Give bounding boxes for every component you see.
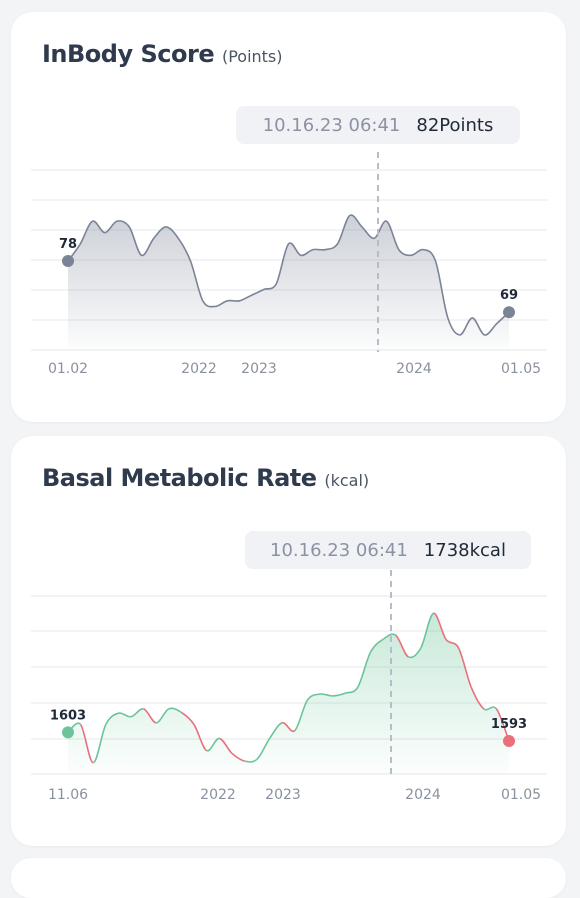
end-point bbox=[503, 735, 515, 748]
series-line-segment bbox=[155, 708, 170, 724]
series-line-segment bbox=[457, 647, 472, 688]
start-value-label: 1603 bbox=[50, 708, 86, 723]
x-tick-label: 11.06 bbox=[48, 787, 88, 803]
bmr-unit: (kcal) bbox=[324, 471, 370, 490]
series-line-segment bbox=[281, 721, 296, 733]
series-line-segment bbox=[294, 699, 309, 732]
series-line-segment bbox=[130, 708, 144, 718]
bmr-tooltip: 10.16.23 06:41 1738kcal bbox=[245, 531, 531, 569]
end-value-label: 69 bbox=[500, 288, 518, 303]
series-line-segment bbox=[344, 686, 359, 694]
series-area bbox=[68, 613, 509, 774]
start-value-label: 78 bbox=[59, 237, 77, 252]
series-line-segment bbox=[244, 758, 258, 763]
inbody-score-title: InBody Score (Points) bbox=[42, 40, 283, 68]
inbody-score-unit: (Points) bbox=[221, 47, 283, 66]
series-line-segment bbox=[306, 693, 321, 701]
series-line-segment bbox=[256, 737, 271, 760]
end-point bbox=[503, 306, 515, 319]
series-line-segment bbox=[382, 633, 397, 641]
series-line-segment bbox=[92, 724, 107, 764]
end-value-label: 1593 bbox=[491, 717, 527, 732]
series-line-segment bbox=[268, 722, 283, 739]
x-tick-label: 01.05 bbox=[501, 787, 541, 803]
series-line-segment bbox=[143, 708, 157, 724]
bmr-card: Basal Metabolic Rate (kcal) 1603 1593 11.0… bbox=[11, 436, 566, 846]
inbody-score-chart[interactable]: 78 69 01.02 2022 2023 2024 01.05 bbox=[11, 12, 566, 422]
series-line bbox=[67, 214, 510, 336]
x-tick-label: 2023 bbox=[241, 361, 277, 377]
x-tick-label: 01.05 bbox=[501, 361, 541, 377]
inbody-score-tooltip: 10.16.23 06:41 82Points bbox=[236, 106, 520, 144]
series-area bbox=[68, 215, 509, 350]
series-line-segment bbox=[369, 638, 384, 653]
start-point bbox=[62, 255, 74, 267]
bmr-title: Basal Metabolic Rate (kcal) bbox=[42, 464, 370, 492]
series-line-segment bbox=[193, 724, 208, 752]
series-line-segment bbox=[79, 723, 94, 764]
series-line-segment bbox=[433, 612, 447, 640]
series-line-segment bbox=[105, 712, 119, 725]
series-line-segment bbox=[168, 707, 182, 714]
x-tick-label: 01.02 bbox=[48, 361, 88, 377]
inbody-score-card: InBody Score (Points) 78 69 01.02 2022 2023 2… bbox=[11, 12, 566, 422]
next-card bbox=[11, 858, 566, 898]
start-point bbox=[62, 726, 74, 739]
series-line-segment bbox=[483, 706, 498, 711]
series-line-segment bbox=[332, 692, 346, 697]
series-line-segment bbox=[395, 634, 409, 658]
x-tick-label: 2024 bbox=[405, 787, 441, 803]
series-line-segment bbox=[180, 711, 195, 725]
series-line-segment bbox=[407, 647, 422, 659]
bmr-chart[interactable]: 1603 1593 11.06 2022 2023 2024 01.05 bbox=[11, 436, 566, 846]
series-line-segment bbox=[218, 737, 233, 754]
series-line-segment bbox=[470, 686, 485, 710]
series-line-segment bbox=[357, 652, 372, 688]
x-tick-label: 2024 bbox=[396, 361, 432, 377]
series-line-segment bbox=[206, 737, 220, 752]
series-line-segment bbox=[231, 752, 245, 762]
series-line-segment bbox=[319, 693, 333, 697]
series-line-segment bbox=[445, 638, 460, 649]
x-tick-label: 2022 bbox=[181, 361, 217, 377]
tooltip-value: 1738kcal bbox=[423, 539, 506, 561]
series-line-segment bbox=[420, 612, 434, 649]
x-tick-label: 2023 bbox=[265, 787, 301, 803]
tooltip-time: 10.16.23 06:41 bbox=[270, 539, 408, 561]
x-tick-label: 2022 bbox=[200, 787, 236, 803]
tooltip-value: 82Points bbox=[416, 114, 494, 136]
tooltip-time: 10.16.23 06:41 bbox=[262, 114, 401, 136]
series-line-segment bbox=[118, 712, 132, 718]
